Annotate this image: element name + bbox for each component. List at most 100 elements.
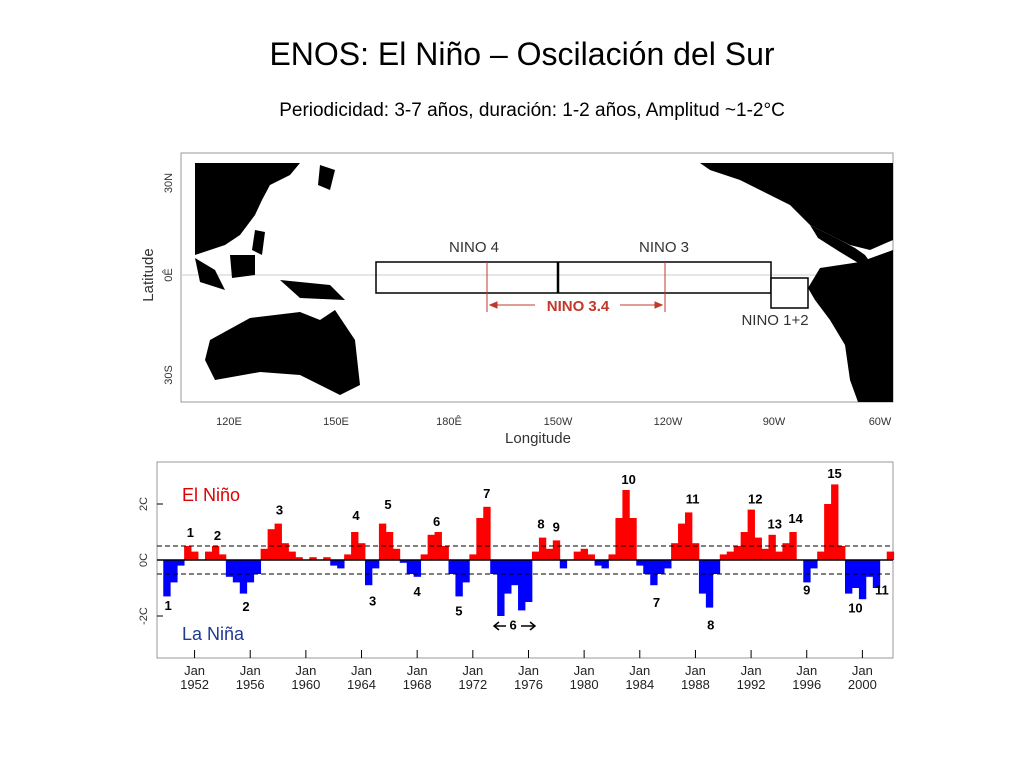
index-bar bbox=[371, 560, 380, 569]
index-bar bbox=[803, 560, 811, 583]
index-bar bbox=[886, 551, 895, 560]
index-bar bbox=[858, 560, 867, 600]
index-bar bbox=[323, 557, 331, 560]
index-bar bbox=[622, 490, 630, 560]
index-bar bbox=[406, 560, 415, 574]
x-tick-label: Jan 1992 bbox=[736, 663, 766, 692]
index-bar bbox=[671, 543, 679, 560]
index-bar bbox=[483, 506, 491, 560]
event-number: 2 bbox=[242, 599, 249, 614]
index-bar bbox=[358, 543, 366, 560]
event-number: 4 bbox=[352, 508, 360, 523]
index-bar bbox=[344, 554, 352, 560]
event-number: 9 bbox=[553, 519, 560, 534]
index-bar bbox=[281, 543, 289, 560]
index-bar bbox=[601, 560, 609, 569]
event-number: 3 bbox=[369, 594, 376, 609]
region-label: NINO 3.4 bbox=[547, 298, 610, 315]
index-bar bbox=[497, 560, 505, 616]
index-bar bbox=[747, 509, 755, 560]
index-bar bbox=[559, 560, 568, 569]
x-tick-label: Jan 1976 bbox=[514, 663, 543, 692]
region-label: NINO 4 bbox=[449, 239, 499, 256]
event-number: 8 bbox=[707, 617, 714, 632]
index-bar bbox=[253, 560, 262, 574]
index-bar bbox=[775, 551, 783, 560]
index-bar bbox=[594, 560, 602, 566]
index-bar bbox=[469, 554, 477, 560]
index-bar bbox=[504, 560, 512, 594]
index-bar bbox=[768, 534, 776, 560]
index-bar bbox=[274, 523, 282, 560]
event-number: 8 bbox=[537, 517, 544, 532]
index-bar bbox=[337, 560, 345, 569]
index-bar bbox=[378, 523, 387, 560]
index-bar bbox=[309, 557, 317, 560]
index-bar bbox=[531, 551, 540, 560]
event-number: 11 bbox=[875, 582, 889, 597]
x-tick-label: Jan 2000 bbox=[847, 663, 877, 692]
y-tick-label: 0C bbox=[138, 553, 150, 567]
index-bar bbox=[239, 560, 248, 594]
index-bar bbox=[782, 543, 790, 560]
x-tick-label: Jan 1980 bbox=[569, 663, 599, 692]
region-label: NINO 3 bbox=[639, 239, 689, 256]
index-bar bbox=[817, 551, 825, 560]
index-bar bbox=[629, 518, 637, 560]
index-bar bbox=[587, 554, 595, 560]
index-bar bbox=[650, 560, 658, 586]
index-bar bbox=[455, 560, 463, 597]
index-bar bbox=[831, 484, 839, 560]
index-bar bbox=[184, 546, 192, 560]
index-bar bbox=[705, 560, 714, 608]
index-bar bbox=[420, 554, 429, 560]
index-bar bbox=[573, 551, 582, 560]
lon-tick-label: 60W bbox=[869, 416, 892, 428]
x-tick-label: Jan 1960 bbox=[291, 663, 321, 692]
index-bar bbox=[643, 560, 651, 574]
index-bar bbox=[865, 560, 874, 577]
index-bar bbox=[177, 560, 185, 566]
event-number: 5 bbox=[384, 497, 391, 512]
x-tick-label: Jan 1968 bbox=[402, 663, 432, 692]
index-bar bbox=[170, 560, 178, 583]
event-number: 9 bbox=[803, 582, 810, 597]
index-bar bbox=[636, 560, 644, 566]
event-number: 6 bbox=[433, 514, 440, 529]
nino-boxes bbox=[375, 261, 809, 309]
index-bar bbox=[163, 560, 171, 597]
index-bar bbox=[260, 548, 269, 560]
index-bar bbox=[691, 543, 700, 560]
index-bar bbox=[733, 546, 742, 560]
index-bar bbox=[462, 560, 470, 583]
event-number: 6 bbox=[510, 617, 517, 632]
index-bar bbox=[838, 546, 846, 560]
index-bar bbox=[525, 560, 533, 602]
x-tick-label: Jan 1988 bbox=[680, 663, 710, 692]
index-bar bbox=[664, 560, 672, 569]
arrow-6 bbox=[492, 621, 537, 631]
index-bar bbox=[246, 560, 255, 583]
index-bar bbox=[448, 560, 456, 574]
x-tick-label: Jan 1956 bbox=[235, 663, 265, 692]
y-tick-label: -2C bbox=[138, 607, 150, 625]
index-bar bbox=[511, 560, 519, 586]
la-nina-label: La Niña bbox=[182, 624, 245, 644]
index-bar bbox=[608, 554, 616, 560]
index-bar bbox=[441, 546, 449, 560]
map: NINO 4 NINO 3 NINO 3.4 NINO 1+2 Latitude… bbox=[140, 152, 894, 447]
event-number: 7 bbox=[483, 486, 490, 501]
x-tick-label: Jan 1952 bbox=[180, 663, 210, 692]
index-bar bbox=[330, 560, 338, 566]
index-bar bbox=[615, 518, 623, 560]
index-bar bbox=[351, 532, 359, 560]
index-bar bbox=[872, 560, 881, 588]
index-bar bbox=[518, 560, 526, 611]
x-tick-label: Jan 1964 bbox=[347, 663, 376, 692]
index-bar bbox=[685, 512, 693, 560]
x-tick-label: Jan 1972 bbox=[458, 663, 488, 692]
index-bar bbox=[218, 554, 227, 560]
event-number: 11 bbox=[686, 491, 700, 506]
